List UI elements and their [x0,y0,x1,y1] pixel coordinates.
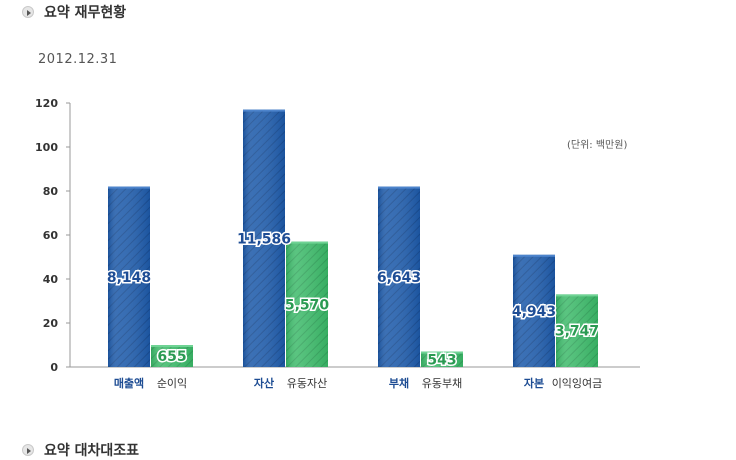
bar-자산-top [243,109,285,112]
y-tick-label: 60 [43,229,59,242]
y-tick-label: 100 [35,141,58,154]
value-label-부채: 6,643 [377,270,421,286]
category-label-자본: 자본 [524,376,544,390]
category-label-매출액: 매출액 [114,376,144,390]
bar-이익잉여금-top [556,294,598,297]
section-header-balance-sheet: 요약 대차대조표 [22,440,139,460]
bar-순이익-shade [151,345,193,367]
category-label-부채: 부채 [389,376,409,390]
bar-유동자산-top [286,241,328,244]
bar-이익잉여금-shade [556,294,598,367]
bar-자본-top [513,254,555,257]
as-of-date: 2012.12.31 [38,52,118,67]
bar-유동부채-top [421,351,463,354]
section-header-summary-financials: 요약 재무현황 [22,2,126,22]
category-label-순이익: 순이익 [157,377,187,390]
play-bullet-icon [22,6,34,18]
category-label-이익잉여금: 이익잉여금 [552,377,603,390]
bar-자산-shade [243,109,285,367]
bar-매출액-top [108,186,150,189]
value-label-매출액: 8,148 [107,270,151,286]
y-tick-label: 40 [43,273,59,286]
value-label-유동자산: 5,570 [285,297,330,313]
category-label-유동부채: 유동부채 [422,377,462,390]
value-label-유동부채: 543 [427,352,456,368]
bar-유동자산-shade [286,241,328,367]
value-label-이익잉여금: 3,747 [555,324,599,340]
value-label-자본: 4,943 [512,304,556,320]
section-title: 요약 대차대조표 [44,443,140,459]
bar-순이익-top [151,345,193,347]
financial-bar-chart: 0 20 40 60 80 100 120 8,148 655 매출액 순이익 11,586 5,57… [35,97,640,390]
category-label-자산: 자산 [254,376,274,390]
y-tick-label: 120 [35,97,58,110]
play-bullet-icon [22,444,34,456]
category-label-유동자산: 유동자산 [287,377,327,390]
value-label-순이익: 655 [157,349,186,365]
bar-자본-shade [513,254,555,367]
bar-부채-top [378,186,420,189]
bar-부채-shade [378,186,420,367]
unit-label: (단위: 백만원) [567,138,627,151]
y-tick-label: 0 [50,361,58,374]
chart-bars [108,109,598,367]
chart-labels: 8,148 655 매출액 순이익 11,586 5,570 자산 유동자산 6,643 543 부… [105,230,603,390]
value-label-자산: 11,586 [237,231,291,247]
bar-매출액-shade [108,186,150,367]
section-title: 요약 재무현황 [44,5,127,21]
bar-유동부채-shade [421,351,463,367]
y-tick-label: 80 [43,185,59,198]
y-tick-label: 20 [43,317,59,330]
